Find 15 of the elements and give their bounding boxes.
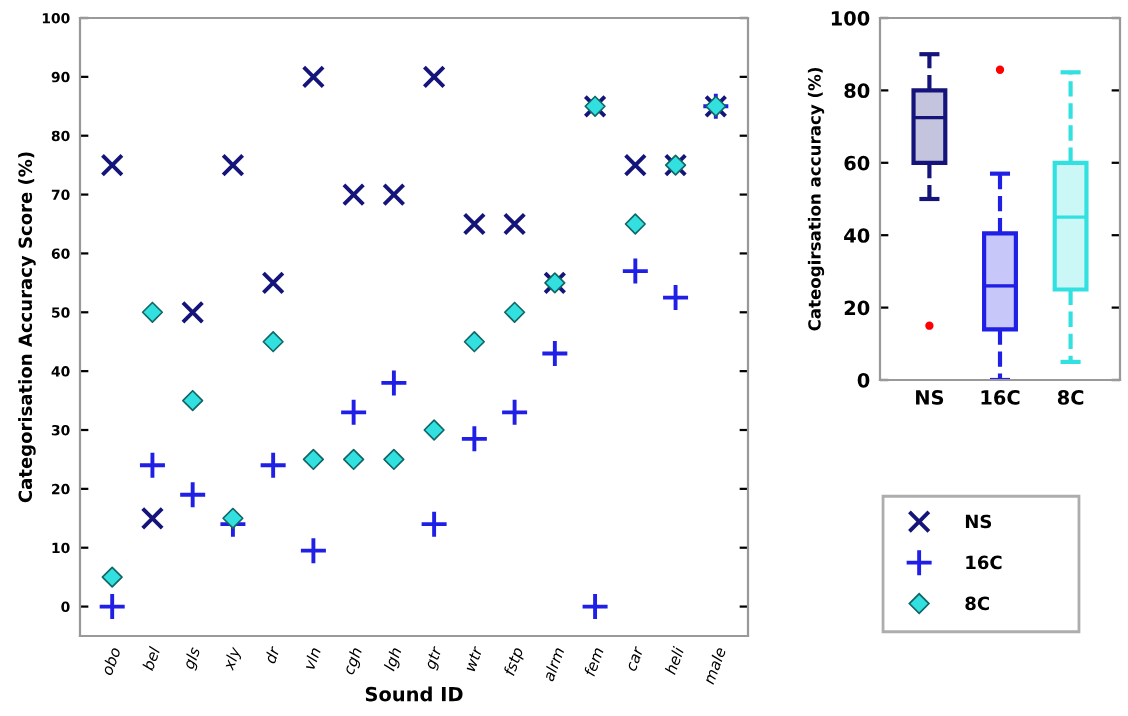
y-tick-label: 20 — [844, 300, 870, 316]
legend-label: 8C — [965, 596, 989, 611]
legend-label: NS — [965, 514, 992, 529]
legend-label: 16C — [966, 555, 1002, 570]
y-tick-label: 100 — [831, 10, 870, 26]
x-tick-label: 16C — [981, 390, 1020, 405]
y-tick-label: 0 — [857, 372, 870, 388]
y-tick-label: 80 — [844, 83, 870, 99]
y-tick-label: 40 — [844, 228, 870, 243]
x-tick-label: NS — [916, 390, 944, 405]
y-axis-title: Cateogirsation accuracy (%) — [807, 68, 825, 331]
x-tick-label: 8C — [1057, 390, 1084, 405]
y-axis-title: Categorisation Accuracy Score (%) — [18, 152, 36, 503]
y-tick-label: 60 — [844, 155, 870, 171]
x-axis-title: Sound ID — [365, 686, 463, 702]
